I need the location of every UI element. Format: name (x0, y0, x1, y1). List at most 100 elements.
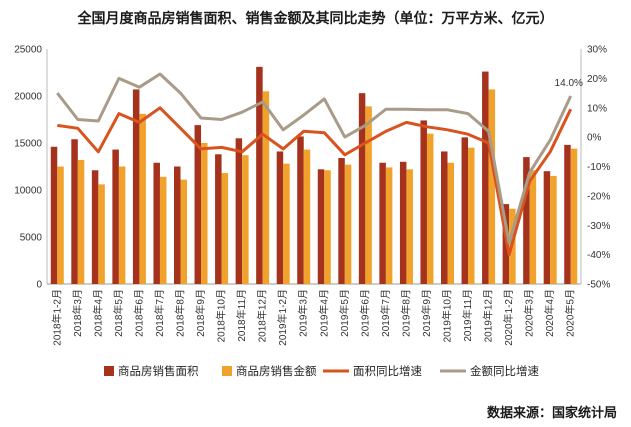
bar-amount (98, 184, 105, 284)
bar-amount (303, 149, 311, 284)
annotation-label: 14.0% (555, 78, 583, 89)
bar-amount (365, 106, 372, 284)
bar-amount (406, 169, 413, 284)
bar-area (564, 144, 571, 284)
y-left-tick-label: 5000 (20, 233, 43, 244)
y-left-tick-label: 15000 (14, 139, 42, 150)
x-tick-label: 2019年12月 (482, 289, 495, 342)
y-left-tick-label: 0 (36, 280, 42, 291)
y-left-tick-label: 25000 (14, 45, 42, 56)
x-tick-label: 2019年1-2月 (276, 289, 289, 346)
bar-amount (447, 162, 454, 284)
y-right-tick-label: 20% (587, 74, 607, 85)
x-tick-label: 2019年4月 (317, 289, 330, 337)
x-tick-label: 2020年4月 (543, 289, 556, 337)
y-right-tick-label: 0% (587, 133, 602, 144)
y-right-tick-label: -40% (587, 250, 610, 261)
bar-amount (262, 91, 270, 284)
bar-area (338, 158, 345, 284)
y-right-tick-label: -30% (587, 221, 610, 232)
x-tick-label: 2020年1-2月 (502, 289, 515, 346)
x-tick-label: 2019年10月 (441, 289, 454, 342)
x-tick-label: 2019年8月 (399, 289, 412, 337)
x-tick-label: 2020年5月 (564, 289, 577, 337)
x-tick-label: 2019年9月 (420, 289, 433, 337)
bar-amount (180, 179, 187, 284)
bar-area (420, 120, 427, 284)
bar-area (91, 170, 99, 284)
bar-area (297, 136, 304, 284)
x-tick-label: 2018年7月 (153, 289, 166, 337)
bar-area (256, 66, 263, 284)
bar-area (235, 138, 243, 284)
legend-swatch-0 (104, 366, 114, 376)
bar-amount (550, 175, 557, 284)
bar-area (215, 154, 222, 284)
x-tick-label: 2020年3月 (523, 289, 536, 337)
bar-amount (221, 173, 229, 284)
y-left-tick-label: 10000 (14, 186, 42, 197)
bar-amount (488, 89, 496, 284)
bar-area (523, 157, 530, 284)
bar-area (358, 93, 366, 285)
x-tick-label: 2018年9月 (194, 289, 207, 337)
bar-area (482, 71, 489, 284)
bar-amount (118, 166, 126, 284)
line-amount-yoy (56, 72, 573, 245)
x-tick-label: 2019年5月 (338, 289, 351, 337)
y-right-tick-label: -20% (587, 191, 610, 202)
legend-swatch-1 (222, 366, 232, 376)
bar-amount (529, 170, 537, 284)
x-tick-label: 2019年11月 (461, 289, 474, 342)
legend-label-2: 面积同比增速 (353, 364, 422, 378)
x-tick-label: 2018年1-2月 (50, 289, 63, 346)
bar-amount (426, 133, 434, 284)
bar-amount (570, 148, 578, 284)
bar-area (132, 89, 140, 284)
bar-area (441, 151, 448, 284)
legend-label-0: 商品房销售面积 (118, 364, 199, 378)
bar-area (461, 137, 469, 284)
legend-label-1: 商品房销售金额 (236, 364, 317, 378)
y-right-tick-label: -50% (587, 280, 610, 291)
line-area-yoy (57, 106, 573, 257)
bar-amount (385, 167, 393, 284)
y-right-tick-label: 10% (587, 103, 607, 114)
y-right-tick-label: 30% (587, 45, 607, 56)
x-tick-label: 2018年5月 (112, 289, 125, 337)
bar-area (543, 171, 551, 284)
bar-amount (139, 113, 146, 284)
x-tick-label: 2018年8月 (174, 289, 187, 337)
bar-amount (77, 159, 85, 284)
chart-title: 全国月度商品房销售面积、销售金额及其同比走势（单位：万平方米、亿元） (77, 11, 554, 27)
bar-area (379, 162, 386, 284)
bar-area (112, 149, 119, 284)
bar-amount (159, 176, 167, 284)
x-tick-label: 2019年6月 (358, 289, 371, 337)
bar-area (174, 166, 181, 284)
bar-area (71, 139, 78, 284)
x-tick-label: 2018年11月 (235, 289, 248, 342)
x-tick-label: 2018年6月 (132, 289, 145, 337)
bar-area (153, 162, 160, 284)
x-tick-label: 2019年7月 (379, 289, 392, 337)
bar-amount (344, 164, 352, 284)
bar-area (317, 169, 325, 284)
x-tick-label: 2018年4月 (91, 289, 104, 337)
bar-amount (201, 143, 208, 284)
bar-amount (283, 163, 290, 284)
x-tick-label: 2019年3月 (297, 289, 310, 337)
y-left-tick-label: 20000 (14, 92, 42, 103)
legend-label-3: 金额同比增速 (470, 364, 539, 378)
x-tick-label: 2018年12月 (256, 289, 269, 342)
bar-amount (57, 166, 64, 284)
bar-amount (242, 155, 249, 284)
x-tick-label: 2018年10月 (215, 289, 228, 342)
y-right-tick-label: -10% (587, 162, 610, 173)
bar-area (276, 151, 284, 284)
bar-area (399, 161, 407, 284)
bar-area (194, 125, 202, 284)
data-source: 数据来源：国家统计局 (486, 406, 617, 421)
